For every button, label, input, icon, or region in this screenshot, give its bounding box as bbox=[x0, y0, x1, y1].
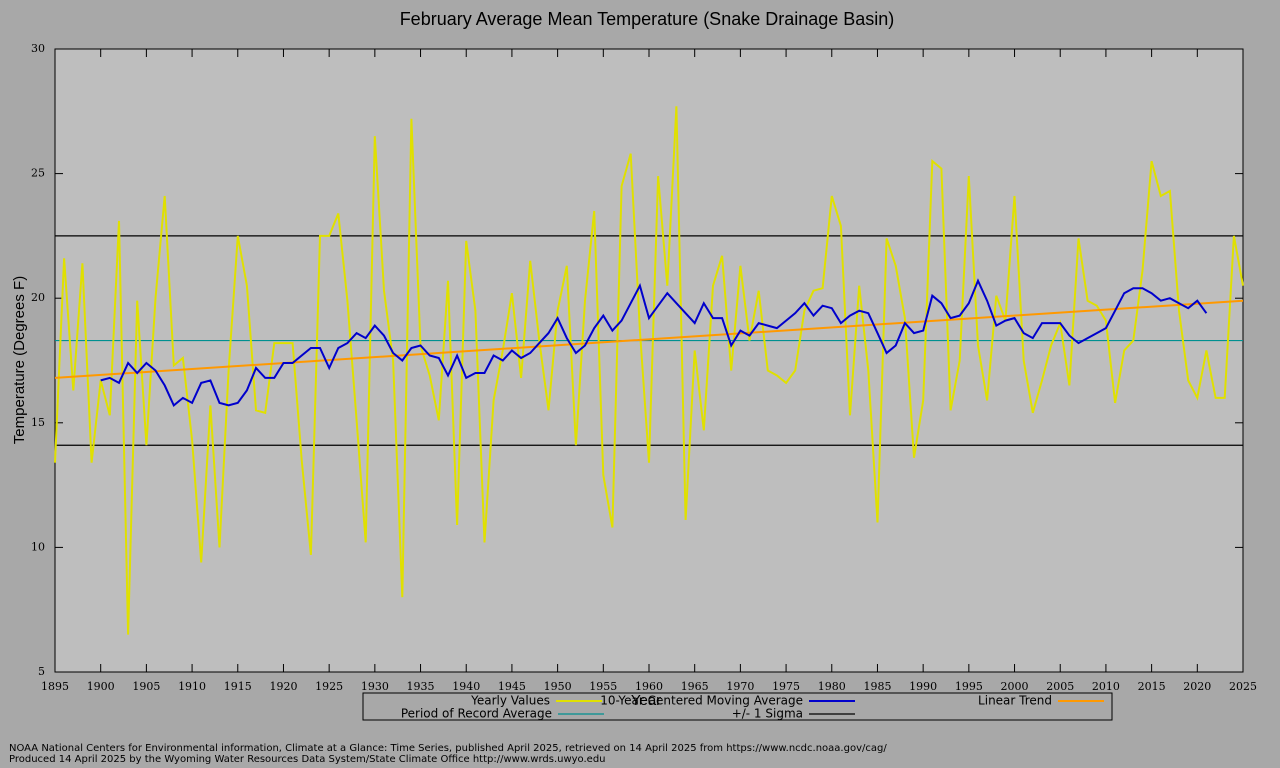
chart-title: February Average Mean Temperature (Snake… bbox=[400, 9, 895, 29]
x-tick-label: 2020 bbox=[1183, 680, 1211, 693]
x-tick-label: 1950 bbox=[544, 680, 572, 693]
y-tick-label: 10 bbox=[31, 540, 45, 553]
x-tick-label: 1985 bbox=[863, 680, 891, 693]
y-tick-label: 25 bbox=[31, 167, 45, 180]
x-tick-label: 1960 bbox=[635, 680, 663, 693]
x-tick-label: 1990 bbox=[909, 680, 937, 693]
legend-label: +/- 1 Sigma bbox=[732, 707, 803, 721]
x-tick-label: 2005 bbox=[1046, 680, 1074, 693]
series-line bbox=[54, 299, 1244, 379]
y-axis-label: Temperature (Degrees F) bbox=[11, 276, 28, 444]
x-tick-label: 1940 bbox=[452, 680, 480, 693]
x-tick-label: 2015 bbox=[1138, 680, 1166, 693]
x-tick-label: 1955 bbox=[589, 680, 617, 693]
series-line bbox=[100, 278, 1208, 408]
x-tick-label: 1930 bbox=[361, 680, 389, 693]
x-tick-label: 1945 bbox=[498, 680, 526, 693]
y-tick-label: 30 bbox=[31, 42, 45, 55]
y-tick-label: 20 bbox=[31, 291, 45, 304]
x-tick-label: 1975 bbox=[772, 680, 800, 693]
x-tick-label: 2010 bbox=[1092, 680, 1120, 693]
x-tick-label: 1935 bbox=[407, 680, 435, 693]
x-tick-label: 1980 bbox=[818, 680, 846, 693]
x-tick-label: 1915 bbox=[224, 680, 252, 693]
x-tick-label: 1910 bbox=[178, 680, 206, 693]
x-axis-label: Year bbox=[631, 692, 661, 709]
legend-box bbox=[362, 692, 1113, 721]
x-tick-label: 1995 bbox=[955, 680, 983, 693]
legend-label: 10-Year Centered Moving Average bbox=[600, 694, 803, 708]
legend-label: Linear Trend bbox=[978, 694, 1052, 708]
x-tick-label: 1905 bbox=[132, 680, 160, 693]
x-tick-label: 1925 bbox=[315, 680, 343, 693]
y-tick-label: 15 bbox=[31, 416, 45, 429]
series-line bbox=[54, 106, 1244, 635]
legend-label: Yearly Values bbox=[470, 694, 550, 708]
x-tick-label: 1895 bbox=[41, 680, 69, 693]
x-tick-label: 2000 bbox=[1001, 680, 1029, 693]
y-tick-label: 5 bbox=[38, 665, 45, 678]
footnote: Produced 14 April 2025 by the Wyoming Wa… bbox=[9, 754, 606, 765]
x-tick-label: 2025 bbox=[1229, 680, 1257, 693]
x-tick-label: 1920 bbox=[269, 680, 297, 693]
footnote: NOAA National Centers for Environmental … bbox=[9, 743, 887, 754]
x-tick-label: 1900 bbox=[87, 680, 115, 693]
x-tick-label: 1970 bbox=[726, 680, 754, 693]
x-tick-label: 1965 bbox=[681, 680, 709, 693]
legend-label: Period of Record Average bbox=[401, 707, 552, 721]
